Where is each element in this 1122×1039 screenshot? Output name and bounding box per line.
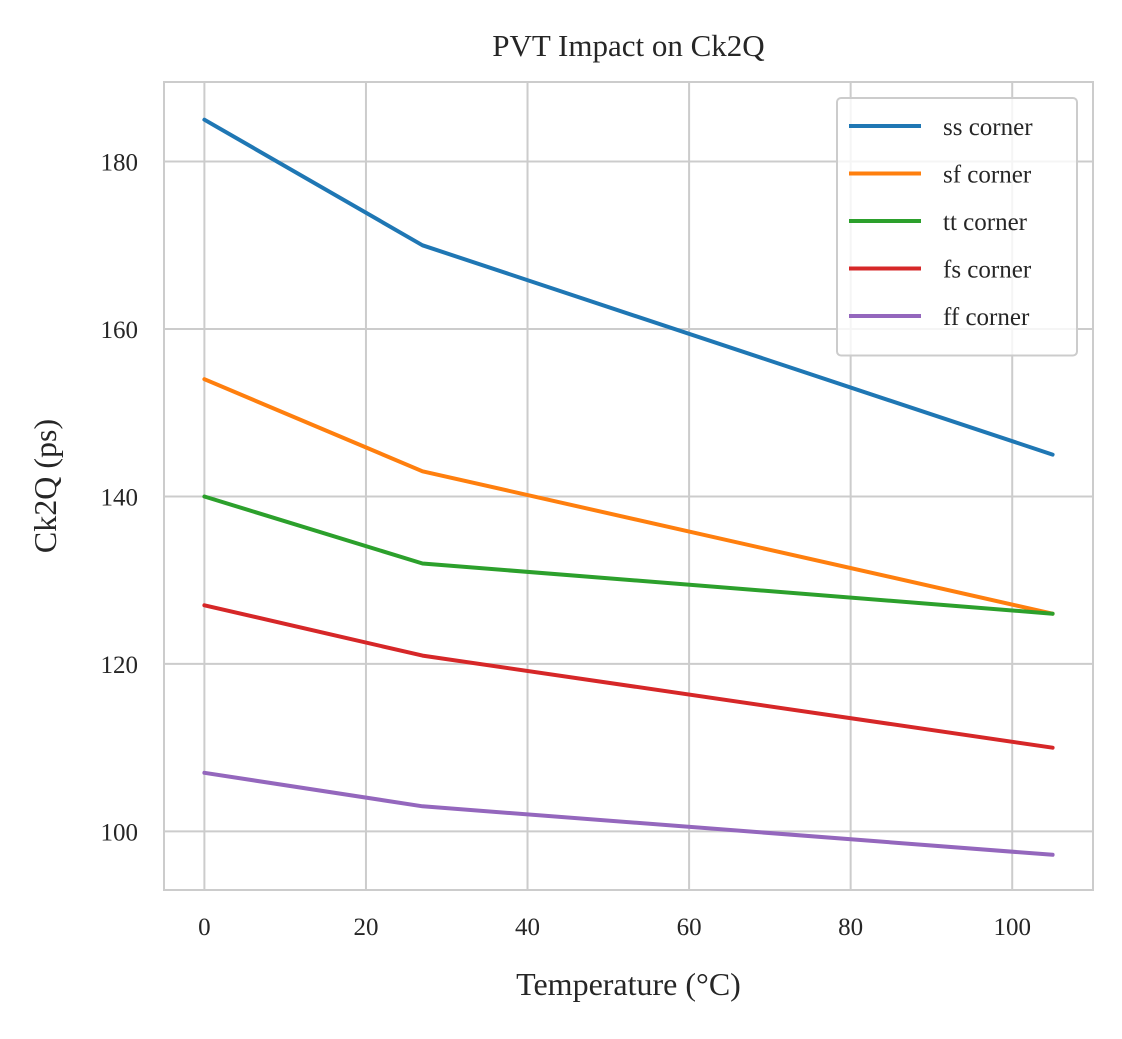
y-tick-label: 140 — [101, 484, 139, 511]
legend-label: ss corner — [943, 114, 1033, 141]
y-tick-label: 160 — [101, 317, 139, 344]
chart-title: PVT Impact on Ck2Q — [492, 28, 764, 63]
series-line-ff-corner — [202, 770, 1055, 857]
x-tick-label: 60 — [677, 914, 702, 941]
plot-area-frame — [163, 81, 1094, 891]
y-tick-label: 100 — [101, 819, 139, 846]
series-lines — [202, 117, 1055, 857]
series-line-tt-corner — [202, 494, 1055, 616]
x-tick-label: 80 — [838, 914, 863, 941]
series-line-ss-corner — [202, 117, 1055, 457]
series-line-sf-corner — [202, 377, 1055, 616]
legend-label: ff corner — [943, 304, 1030, 331]
x-tick-label: 40 — [515, 914, 540, 941]
legend-label: tt corner — [943, 209, 1028, 236]
x-tick-label: 20 — [353, 914, 378, 941]
legend-label: fs corner — [943, 257, 1032, 284]
tick-labels: 0 20 40 60 80 100 100 120 140 160 180 — [101, 150, 1031, 941]
x-tick-label: 100 — [993, 914, 1031, 941]
series-line-fs-corner — [202, 603, 1055, 750]
legend: ss corner sf corner tt corner fs corner ff c… — [836, 97, 1078, 357]
legend-box — [836, 97, 1078, 357]
legend-label: sf corner — [943, 162, 1032, 189]
x-axis-label: Temperature (°C) — [516, 966, 741, 1002]
y-tick-label: 120 — [101, 652, 139, 679]
x-tick-label: 0 — [198, 914, 211, 941]
y-tick-label: 180 — [101, 150, 139, 177]
y-axis-label: Ck2Q (ps) — [27, 419, 63, 553]
